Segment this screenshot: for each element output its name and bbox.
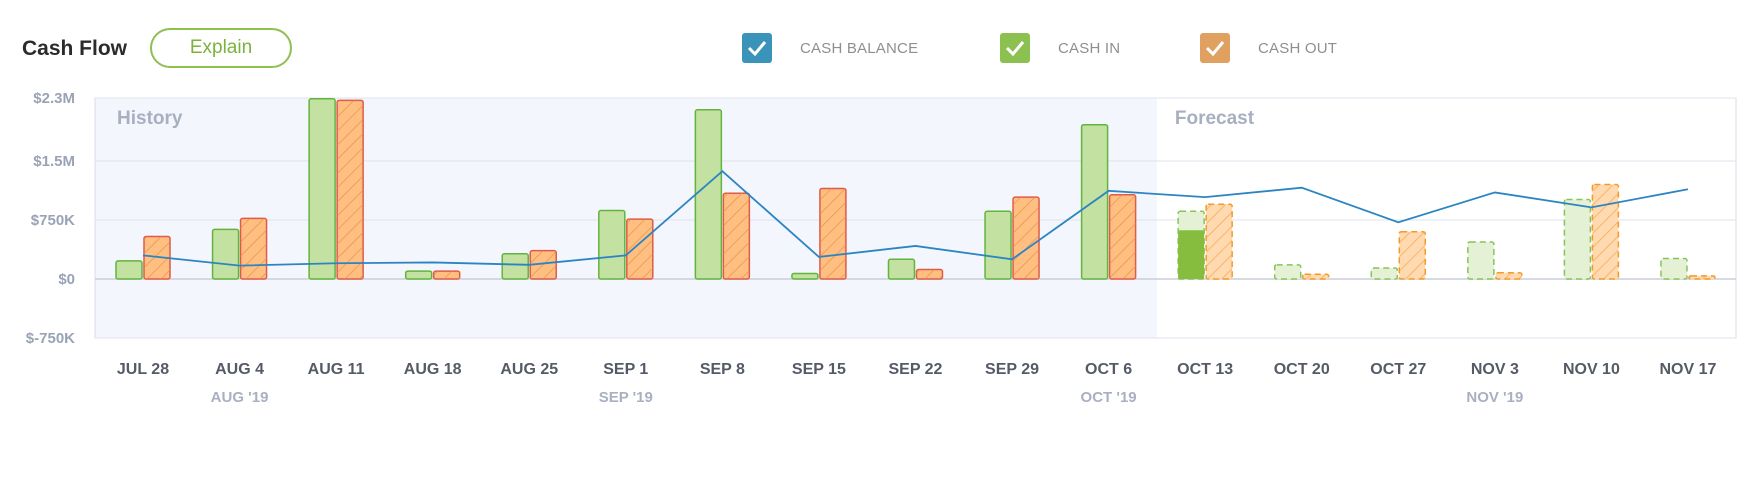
- chart-title: Cash Flow: [22, 37, 128, 60]
- forecast-label: Forecast: [1175, 108, 1255, 129]
- cash-in-bar: [1467, 241, 1495, 280]
- cash-out-hatch: [1109, 194, 1136, 279]
- cash-in-bar: [115, 260, 143, 280]
- legend-label: CASH OUT: [1258, 39, 1338, 57]
- y-tick-label: $-750K: [26, 330, 75, 347]
- cash-in-bar: [598, 209, 626, 280]
- cash-in-bar: [1370, 267, 1399, 280]
- x-tick-label: AUG 18: [404, 361, 462, 378]
- x-tick-label: AUG 11: [308, 361, 365, 378]
- cash-out-hatch: [1206, 204, 1233, 279]
- x-tick-label: NOV 10: [1563, 361, 1620, 378]
- cash-in-bar: [308, 98, 336, 280]
- cash-out-hatch: [240, 218, 267, 279]
- cash-in-bar: [501, 253, 529, 280]
- x-tick-label: SEP 15: [792, 361, 846, 378]
- cash-out-hatch: [337, 100, 364, 279]
- x-tick-label: SEP 22: [888, 361, 942, 378]
- cash-out-hatch: [1013, 197, 1040, 279]
- y-tick-label: $2.3M: [33, 90, 75, 107]
- cash-in-bar: [1273, 264, 1302, 280]
- cash-out-hatch: [1302, 274, 1329, 279]
- x-tick-label: NOV 17: [1659, 361, 1716, 378]
- cash-out-hatch: [1399, 231, 1426, 279]
- cash-out-hatch: [626, 219, 653, 279]
- x-tick-label: NOV 3: [1471, 361, 1519, 378]
- x-tick-label: OCT 13: [1177, 361, 1233, 378]
- cash-in-bar: [1660, 257, 1688, 280]
- x-tick-label: OCT 27: [1370, 361, 1426, 378]
- legend-cash-out[interactable]: CASH OUT: [1200, 33, 1337, 63]
- cash-in-bar: [887, 258, 916, 280]
- x-tick-label: SEP 1: [603, 361, 648, 378]
- cash-out-hatch: [1688, 275, 1715, 279]
- cash-in-bar: [404, 270, 433, 280]
- history-label: History: [117, 108, 183, 129]
- legend-label: CASH BALANCE: [800, 39, 919, 57]
- checkmark-icon: [1005, 41, 1025, 56]
- cash-balance-line: [142, 169, 1689, 267]
- cash-in-checkbox[interactable]: [1000, 33, 1030, 63]
- y-tick-label: $0: [58, 271, 75, 288]
- legend-label: CASH IN: [1058, 39, 1121, 57]
- month-label: NOV '19: [1466, 389, 1523, 406]
- cash-in-bar: [1563, 198, 1592, 280]
- x-tick-label: OCT 6: [1085, 361, 1132, 378]
- cash-in-bar: [694, 109, 723, 280]
- x-tick-label: AUG 4: [215, 361, 264, 378]
- cash-in-actual-bar: [1178, 230, 1205, 279]
- cash-out-hatch: [1592, 184, 1619, 279]
- x-tick-label: JUL 28: [117, 361, 169, 378]
- month-label: OCT '19: [1081, 389, 1137, 406]
- cash-out-hatch: [723, 193, 750, 279]
- cash-out-hatch: [819, 188, 846, 279]
- month-label: SEP '19: [599, 389, 653, 406]
- checkmark-icon: [747, 41, 767, 56]
- x-tick-label: OCT 20: [1274, 361, 1330, 378]
- explain-button[interactable]: Explain: [150, 28, 292, 68]
- legend-cash-in[interactable]: CASH IN: [1000, 33, 1120, 63]
- history-region-bg: [95, 98, 1157, 338]
- cash-out-hatch: [433, 271, 460, 279]
- x-tick-label: AUG 25: [500, 361, 558, 378]
- cash-in-bar: [791, 272, 819, 280]
- cash-flow-chart: $2.3M$1.5M$750K$0$-750K History Forecast …: [26, 90, 1737, 406]
- cash-in-bar: [211, 228, 240, 280]
- cash-out-checkbox[interactable]: [1200, 33, 1230, 63]
- x-tick-label: SEP 29: [985, 361, 1039, 378]
- chart-header: Cash Flow Explain CASH BALANCE CASH IN C…: [0, 0, 1748, 96]
- cash-out-hatch: [916, 269, 943, 279]
- y-tick-label: $1.5M: [33, 153, 75, 170]
- cash-out-hatch: [1495, 272, 1522, 279]
- checkmark-icon: [1205, 41, 1225, 56]
- legend-cash-balance[interactable]: CASH BALANCE: [742, 33, 918, 63]
- x-tick-label: SEP 8: [700, 361, 745, 378]
- cash-in-bar: [984, 210, 1012, 280]
- y-tick-label: $750K: [31, 212, 75, 229]
- cash-balance-checkbox[interactable]: [742, 33, 772, 63]
- month-label: AUG '19: [211, 389, 269, 406]
